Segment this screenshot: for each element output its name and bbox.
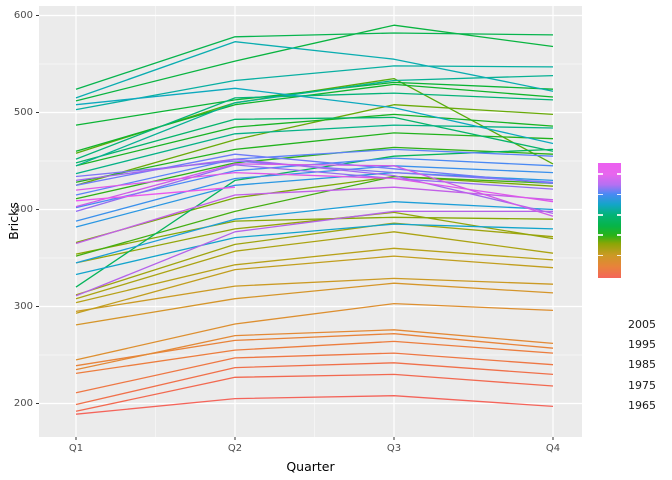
- series-line-2002: [75, 186, 554, 245]
- y-axis-title: Bricks: [6, 202, 21, 240]
- series-line-1987: [75, 74, 554, 167]
- y-tick-label-200: 200: [13, 398, 33, 409]
- series-line-1960: [75, 340, 554, 375]
- series-line-1988: [75, 65, 554, 111]
- series-line-2003: [75, 163, 554, 217]
- legend-colorbar: [598, 163, 621, 278]
- series-line-2000: [75, 158, 554, 215]
- series-line-1986: [75, 124, 554, 175]
- series-line-1956: [75, 395, 554, 415]
- series-line-1999: [75, 164, 554, 213]
- series-line-1968: [75, 231, 554, 300]
- legend-tick: [598, 234, 603, 236]
- series-line-1964: [75, 282, 554, 326]
- series-line-1978: [75, 113, 554, 167]
- series-line-2004: [75, 171, 554, 203]
- series-line-1984: [75, 116, 554, 164]
- series-line-1990: [75, 87, 554, 145]
- x-tick-label-q2: Q2: [227, 443, 243, 454]
- y-tick-label-400: 400: [13, 204, 33, 215]
- x-axis-title: Quarter: [286, 459, 335, 474]
- series-line-1970: [75, 211, 554, 264]
- series-line-1989: [75, 41, 554, 99]
- series-line-2005: [75, 186, 236, 202]
- y-tick-label-300: 300: [13, 301, 33, 312]
- x-tick-label-q3: Q3: [386, 443, 402, 454]
- series-line-1991: [75, 223, 554, 276]
- legend-tick: [598, 193, 603, 196]
- series-line-1992: [75, 201, 554, 264]
- legend-label-2005: 2005: [628, 318, 656, 331]
- series-line-1971: [75, 216, 554, 255]
- x-tick-label-q4: Q4: [545, 443, 561, 454]
- series-line-1963: [75, 302, 554, 361]
- series-line-1967: [75, 247, 554, 304]
- legend-tick: [616, 173, 621, 175]
- legend-tick: [598, 254, 603, 257]
- legend-tick: [616, 214, 621, 216]
- legend-tick: [616, 193, 621, 196]
- series-line-1981: [75, 24, 554, 102]
- series-line-1982: [75, 32, 554, 90]
- legend-label-1985: 1985: [628, 358, 656, 371]
- legend-tick: [616, 234, 621, 236]
- series-line-1996: [75, 148, 554, 196]
- series-line-1977: [75, 132, 554, 183]
- series-line-1958: [75, 362, 554, 406]
- series-line-1973: [75, 104, 554, 186]
- legend: 2005 1995 1985 1975 1965: [590, 150, 672, 412]
- series-line-1966: [75, 255, 554, 314]
- y-tick-label-500: 500: [13, 107, 33, 118]
- series-line-1957: [75, 373, 554, 412]
- series-line-1962: [75, 329, 554, 371]
- series-line-1972: [75, 175, 554, 244]
- series-line-1965: [75, 277, 554, 313]
- x-tick-label-q1: Q1: [68, 443, 84, 454]
- legend-tick: [598, 214, 603, 216]
- legend-tick: [616, 254, 621, 257]
- legend-tick: [598, 173, 603, 175]
- series-line-1969: [75, 222, 554, 296]
- series-line-1959: [75, 352, 554, 394]
- legend-label-1975: 1975: [628, 379, 656, 392]
- series-line-2001: [75, 210, 553, 297]
- series-line-1985: [75, 92, 554, 160]
- legend-label-1965: 1965: [628, 399, 656, 412]
- y-tick-label-600: 600: [13, 10, 33, 21]
- legend-label-1995: 1995: [628, 338, 656, 351]
